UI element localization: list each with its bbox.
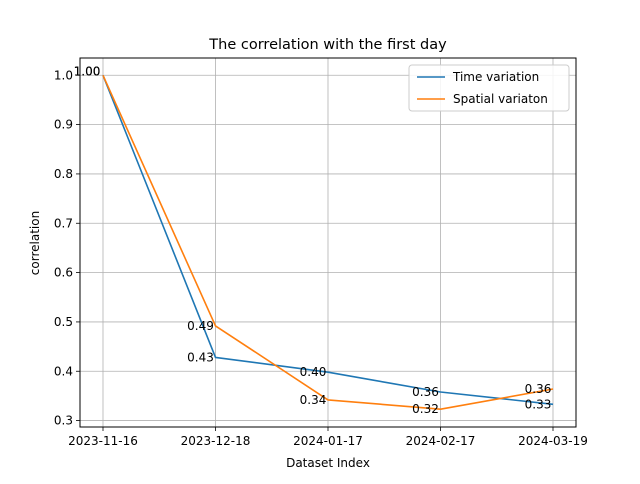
y-tick-label: 1.0	[54, 68, 73, 82]
data-label: 0.34	[300, 393, 327, 407]
series-layer	[102, 74, 554, 411]
data-label: 0.43	[187, 350, 214, 364]
legend-label-2: Spatial variaton	[453, 92, 548, 106]
data-labels-layer: 1.000.430.400.360.331.000.490.340.320.36	[74, 64, 552, 416]
x-tick-label: 2024-03-19	[518, 434, 588, 448]
grid-layer	[80, 58, 576, 427]
chart-title: The correlation with the first day	[208, 37, 447, 53]
data-label: 0.49	[187, 319, 214, 333]
data-label: 0.36	[412, 385, 439, 399]
y-tick-label: 0.3	[54, 414, 73, 428]
x-tick-label: 2024-02-17	[406, 434, 476, 448]
x-tick-label: 2023-11-16	[68, 434, 138, 448]
ticks-layer: 2023-11-16 2023-12-18 2024-01-17 2024-02-17…	[54, 68, 588, 448]
y-tick-label: 0.4	[54, 364, 73, 378]
y-tick-label: 0.9	[54, 118, 73, 132]
y-tick-label: 0.8	[54, 167, 73, 181]
x-axis-label: Dataset Index	[286, 456, 370, 470]
data-label: 0.36	[525, 382, 552, 396]
y-tick-label: 0.6	[54, 266, 73, 280]
data-label: 0.40	[300, 365, 327, 379]
legend-label-1: Time variation	[452, 70, 539, 84]
data-label: 0.33	[525, 397, 552, 411]
x-tick-label: 2024-01-17	[293, 434, 363, 448]
legend-box	[408, 64, 570, 112]
series-line-2	[102, 74, 554, 411]
legend: Time variation Spatial variaton	[408, 64, 570, 112]
y-tick-label: 0.7	[54, 216, 73, 230]
y-axis-label: correlation	[28, 211, 42, 275]
x-tick-label: 2023-12-18	[181, 434, 251, 448]
y-tick-label: 0.5	[54, 315, 73, 329]
data-label: 0.32	[412, 402, 439, 416]
data-label: 1.00	[74, 64, 101, 78]
series-line-1	[102, 75, 554, 406]
